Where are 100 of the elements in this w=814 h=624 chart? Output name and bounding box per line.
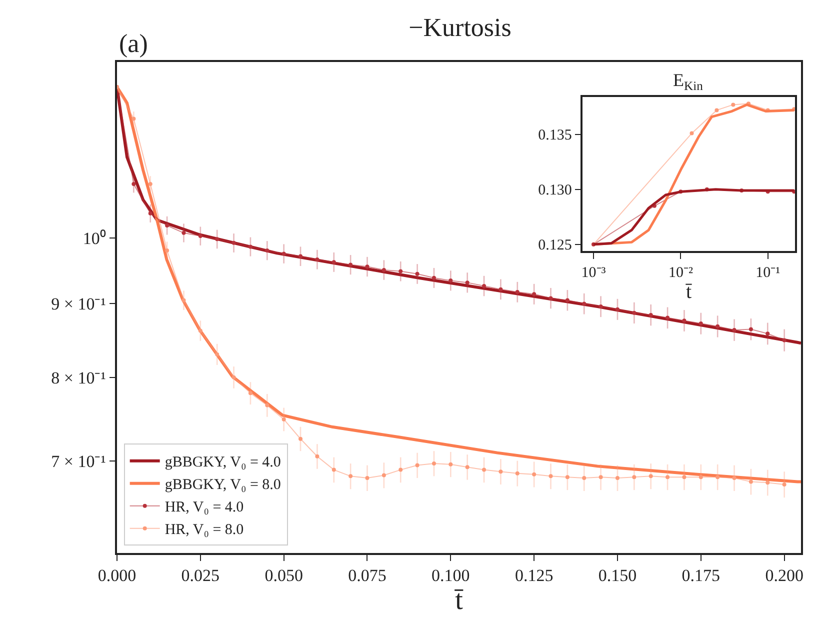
point bbox=[482, 284, 486, 288]
x-tick-label: 0.000 bbox=[98, 566, 136, 586]
point bbox=[648, 312, 653, 317]
point bbox=[348, 474, 353, 478]
x-tick-label: 0.100 bbox=[432, 566, 470, 586]
point bbox=[565, 298, 570, 302]
point bbox=[398, 269, 403, 274]
point bbox=[232, 375, 236, 380]
point bbox=[615, 307, 620, 312]
point bbox=[448, 278, 453, 283]
point bbox=[732, 476, 736, 480]
point bbox=[548, 296, 553, 300]
point bbox=[666, 475, 670, 480]
point bbox=[415, 463, 420, 468]
point bbox=[215, 352, 220, 356]
y-tick-label: 0.125 bbox=[538, 238, 572, 254]
point bbox=[165, 248, 170, 253]
point bbox=[766, 332, 770, 336]
legend-label: HR, V₀ = 8.0 bbox=[164, 522, 244, 538]
point bbox=[682, 475, 686, 480]
point bbox=[698, 475, 703, 480]
point bbox=[598, 304, 603, 309]
point bbox=[782, 482, 786, 486]
point bbox=[465, 465, 470, 470]
point bbox=[465, 280, 470, 285]
x-tick-label: 10⁻³ bbox=[581, 264, 606, 281]
legend-label: gBBGKY, V₀ = 8.0 bbox=[164, 477, 281, 494]
point bbox=[148, 211, 152, 216]
point bbox=[432, 276, 436, 280]
point bbox=[748, 480, 753, 484]
point bbox=[132, 116, 136, 121]
chart-title: E$_{Kin}$ bbox=[673, 70, 704, 93]
point bbox=[315, 454, 320, 458]
text: (a) bbox=[119, 29, 148, 58]
point bbox=[332, 468, 336, 472]
point bbox=[348, 262, 353, 267]
point bbox=[248, 391, 252, 396]
point bbox=[648, 474, 653, 478]
point bbox=[598, 475, 603, 480]
point bbox=[716, 475, 720, 480]
point bbox=[432, 461, 436, 466]
x-tick-label: 0.200 bbox=[765, 566, 804, 586]
point bbox=[615, 476, 620, 480]
point bbox=[415, 272, 420, 276]
point bbox=[182, 298, 186, 302]
point bbox=[398, 468, 403, 472]
point bbox=[382, 268, 386, 272]
point bbox=[298, 254, 303, 258]
point bbox=[165, 224, 170, 228]
point bbox=[515, 471, 520, 476]
x-tick-label: 0.150 bbox=[598, 566, 637, 586]
point bbox=[666, 316, 670, 320]
point bbox=[232, 240, 236, 245]
x-tick-label: 0.175 bbox=[682, 566, 720, 586]
point bbox=[482, 468, 486, 472]
point bbox=[182, 230, 186, 235]
point bbox=[198, 234, 202, 238]
point bbox=[132, 182, 136, 186]
legend-label: HR, V₀ = 4.0 bbox=[164, 500, 244, 516]
point bbox=[532, 292, 536, 296]
point bbox=[716, 324, 720, 328]
point bbox=[732, 328, 736, 332]
point bbox=[148, 182, 152, 186]
point bbox=[365, 476, 370, 480]
point bbox=[748, 327, 753, 332]
point bbox=[698, 321, 703, 326]
point bbox=[448, 462, 453, 466]
point bbox=[782, 338, 786, 342]
point bbox=[332, 260, 336, 264]
point bbox=[215, 237, 220, 242]
point bbox=[582, 476, 586, 480]
y-tick-label: 0.135 bbox=[538, 128, 572, 144]
y-tick-label: 10⁰ bbox=[82, 228, 106, 248]
x-tick-label: 0.050 bbox=[264, 566, 303, 586]
point bbox=[315, 258, 320, 262]
point bbox=[498, 470, 503, 474]
point bbox=[248, 244, 252, 249]
point bbox=[766, 480, 770, 485]
y-tick-label: 8 × 10⁻¹ bbox=[51, 368, 106, 388]
point bbox=[498, 287, 503, 292]
x-axis-title: t̄ bbox=[684, 280, 693, 303]
point bbox=[532, 472, 536, 476]
point bbox=[565, 475, 570, 480]
y-tick-label: 0.130 bbox=[538, 182, 572, 199]
point bbox=[282, 252, 286, 256]
point bbox=[548, 474, 553, 478]
legend-label: gBBGKY, V₀ = 4.0 bbox=[164, 454, 281, 471]
point bbox=[582, 302, 586, 306]
point bbox=[632, 310, 636, 315]
x-tick-label: 0.025 bbox=[181, 566, 220, 586]
x-tick-label: 0.075 bbox=[348, 566, 386, 586]
point bbox=[682, 318, 686, 323]
point bbox=[282, 417, 286, 422]
point bbox=[382, 473, 386, 478]
point bbox=[265, 403, 270, 408]
point bbox=[298, 436, 303, 441]
x-axis-title: t̄ bbox=[454, 585, 464, 616]
y-tick-label: 7 × 10⁻¹ bbox=[51, 452, 106, 471]
point bbox=[365, 264, 370, 269]
point bbox=[632, 475, 636, 480]
